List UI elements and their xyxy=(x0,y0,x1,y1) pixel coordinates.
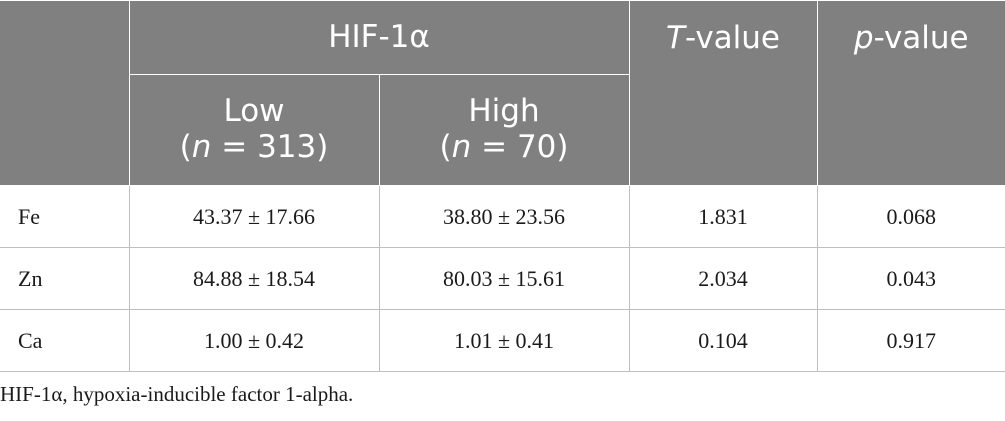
cell-p-value: 0.043 xyxy=(816,247,1005,310)
high-sample-size: (n = 70) xyxy=(380,129,629,166)
row-label-fe: Fe xyxy=(0,185,130,248)
p-value-italic: p xyxy=(853,20,874,56)
cell-high: 1.01 ± 0.41 xyxy=(378,309,630,372)
cell-t-value: 0.104 xyxy=(628,309,818,372)
results-table: HIF-1α T-value p-value Low (n = 313) Hig… xyxy=(0,0,1005,372)
cell-low: 1.00 ± 0.42 xyxy=(128,309,380,372)
cell-low: 43.37 ± 17.66 xyxy=(128,185,380,248)
t-value-suffix: -value xyxy=(684,20,780,56)
cell-high: 38.80 ± 23.56 xyxy=(378,185,630,248)
cell-p-value: 0.917 xyxy=(816,309,1005,372)
p-value-suffix: -value xyxy=(873,20,969,56)
cell-high: 80.03 ± 15.61 xyxy=(378,247,630,310)
header-row-2: Low (n = 313) High (n = 70) xyxy=(0,74,1005,186)
low-sample-size: (n = 313) xyxy=(130,129,379,166)
table-row: Fe 43.37 ± 17.66 38.80 ± 23.56 1.831 0.0… xyxy=(0,185,1005,248)
high-n-open-paren: ( xyxy=(439,129,452,165)
cell-low: 84.88 ± 18.54 xyxy=(128,247,380,310)
low-n-symbol: n xyxy=(191,129,212,165)
table-footnote: HIF-1α, hypoxia-inducible factor 1-alpha… xyxy=(0,382,354,406)
data-table-container: HIF-1α T-value p-value Low (n = 313) Hig… xyxy=(0,0,1005,372)
high-n-symbol: n xyxy=(451,129,472,165)
low-group-header: Low (n = 313) xyxy=(128,74,380,186)
high-n-value: = 70) xyxy=(471,129,569,165)
header-row-1: HIF-1α T-value p-value xyxy=(0,0,1005,186)
high-label: High xyxy=(468,93,540,130)
t-value-header: T-value xyxy=(628,0,818,186)
row-label-zn: Zn xyxy=(0,247,130,310)
p-value-header: p-value xyxy=(816,0,1005,186)
corner-header-cell xyxy=(0,0,130,186)
t-value-italic: T xyxy=(666,20,685,56)
table-row: Ca 1.00 ± 0.42 1.01 ± 0.41 0.104 0.917 xyxy=(0,309,1005,372)
table-row: Zn 84.88 ± 18.54 80.03 ± 15.61 2.034 0.0… xyxy=(0,247,1005,310)
hif-group-header: HIF-1α xyxy=(128,0,630,75)
cell-p-value: 0.068 xyxy=(816,185,1005,248)
table-header: HIF-1α T-value p-value Low (n = 313) Hig… xyxy=(0,0,1005,186)
high-group-header: High (n = 70) xyxy=(378,74,630,186)
low-n-value: = 313) xyxy=(211,129,329,165)
low-label: Low xyxy=(223,93,285,130)
cell-t-value: 1.831 xyxy=(628,185,818,248)
cell-t-value: 2.034 xyxy=(628,247,818,310)
row-label-ca: Ca xyxy=(0,309,130,372)
table-body: Fe 43.37 ± 17.66 38.80 ± 23.56 1.831 0.0… xyxy=(0,185,1005,372)
low-n-open-paren: ( xyxy=(179,129,192,165)
